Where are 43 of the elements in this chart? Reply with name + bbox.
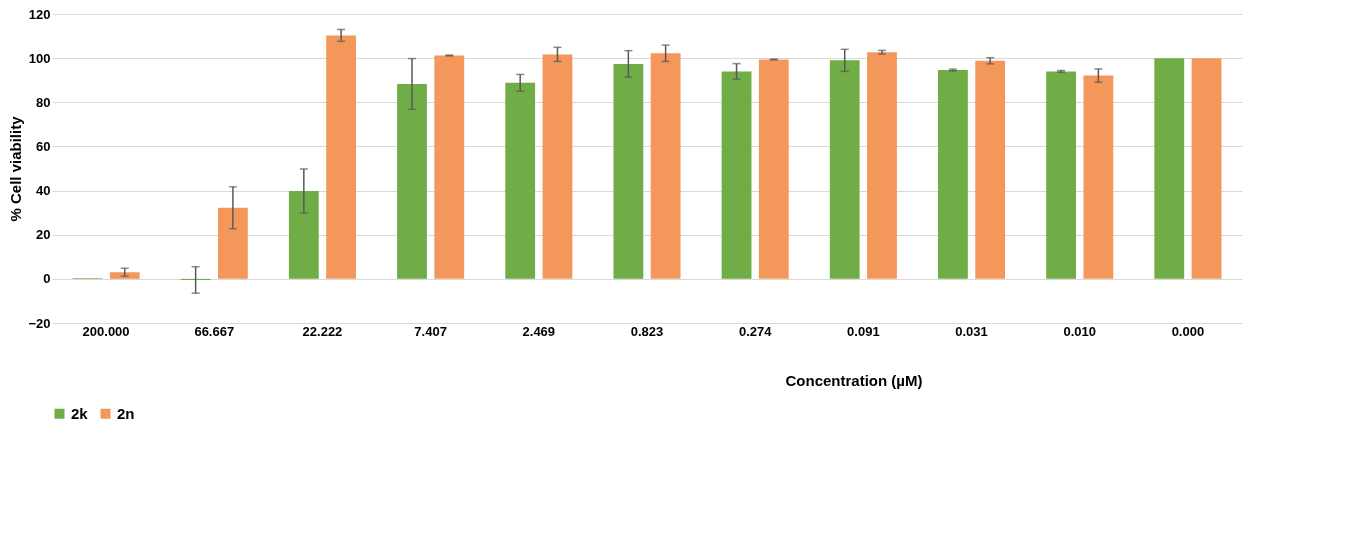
bar	[1191, 58, 1222, 279]
y-tick-label: 80	[36, 94, 51, 110]
bar	[1046, 71, 1076, 279]
y-tick-label: −20	[28, 315, 51, 331]
legend-label: 2k	[71, 404, 89, 422]
bar	[721, 71, 752, 279]
bar	[613, 63, 644, 279]
bar	[542, 54, 573, 279]
x-tick-label: 7.407	[414, 323, 447, 339]
y-tick-label: 0	[43, 271, 51, 287]
y-axis-title: % Cell viability	[7, 115, 25, 222]
y-tick-label: 100	[28, 50, 51, 66]
x-tick-label: 200.000	[82, 323, 130, 339]
bar	[288, 191, 319, 279]
legend-label: 2n	[117, 404, 135, 422]
bar	[1154, 58, 1185, 279]
x-tick-label: 0.010	[1063, 323, 1096, 339]
x-tick-label: 0.091	[847, 323, 880, 339]
bar	[975, 60, 1006, 279]
y-tick-label: 20	[36, 227, 51, 243]
y-tick-label: 40	[36, 183, 51, 199]
bar	[829, 60, 860, 279]
bar	[109, 272, 140, 279]
bar	[938, 70, 968, 279]
bar	[758, 59, 789, 279]
bar	[397, 83, 427, 279]
x-tick-label: 66.667	[194, 323, 235, 339]
x-tick-label: 0.000	[1171, 323, 1205, 339]
x-tick-label: 0.274	[738, 323, 773, 339]
bar	[218, 207, 248, 279]
bar	[867, 52, 897, 279]
x-tick-label: 0.823	[630, 323, 664, 339]
y-tick-label: 60	[36, 138, 51, 154]
bar	[326, 35, 356, 279]
x-tick-label: 0.031	[955, 323, 988, 339]
y-tick-label: 120	[28, 6, 51, 22]
bar	[434, 55, 465, 279]
x-tick-label: 22.222	[302, 323, 343, 339]
bar	[505, 82, 536, 279]
bar	[650, 53, 681, 279]
x-tick-label: 2.469	[522, 323, 556, 339]
bar	[1083, 75, 1114, 279]
x-axis-title: Concentration (µM)	[785, 371, 923, 389]
